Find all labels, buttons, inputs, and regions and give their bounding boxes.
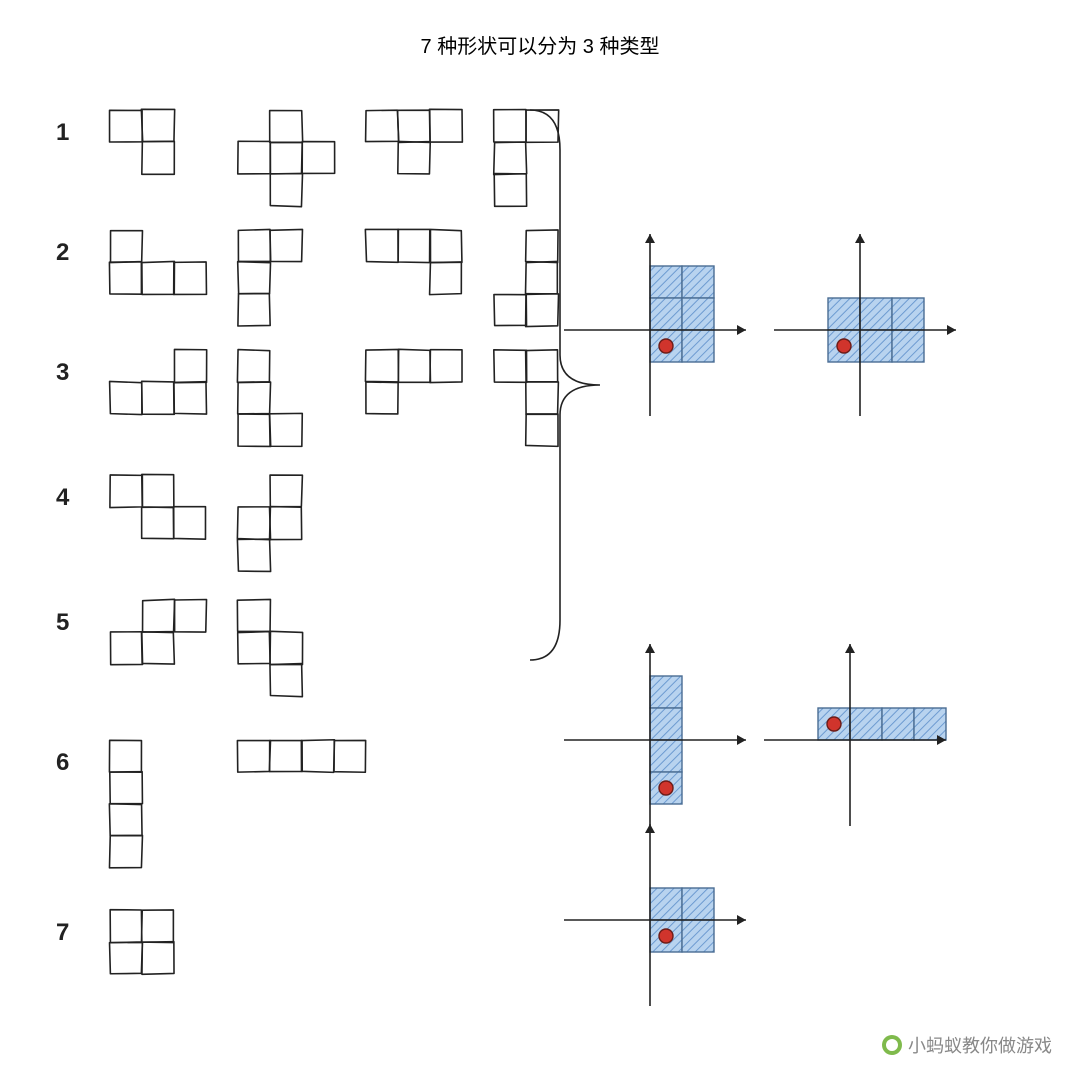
- origin-dot: [659, 339, 673, 353]
- tetromino: [237, 599, 302, 696]
- row-label: 1: [56, 119, 69, 146]
- watermark-text: 小蚂蚁教你做游戏: [908, 1032, 1052, 1058]
- diagram-canvas: 1 2 3 4 5 6 7: [0, 0, 1080, 1080]
- tetromino: [110, 474, 206, 539]
- tetromino: [237, 475, 302, 571]
- tetromino: [365, 229, 462, 294]
- axis-panel: [764, 644, 946, 826]
- tetromino: [109, 740, 142, 867]
- axis-panel: [564, 234, 746, 416]
- wechat-icon: [882, 1035, 902, 1055]
- row-label: 5: [56, 609, 69, 636]
- origin-dot: [827, 717, 841, 731]
- row-label: 3: [56, 359, 69, 386]
- row-label: 6: [56, 749, 69, 776]
- tetromino: [238, 111, 335, 207]
- tetromino: [110, 910, 174, 975]
- tetromino: [238, 229, 303, 326]
- watermark: 小蚂蚁教你做游戏: [882, 1032, 1052, 1058]
- origin-dot: [659, 929, 673, 943]
- tetromino: [494, 110, 559, 207]
- page-title: 7 种形状可以分为 3 种类型: [0, 30, 1080, 59]
- tetromino: [110, 109, 175, 174]
- tetromino: [110, 349, 207, 414]
- origin-dot: [837, 339, 851, 353]
- axis-panel: [564, 824, 746, 1006]
- tetromino: [237, 740, 365, 773]
- axis-panel: [564, 644, 746, 826]
- tetromino: [366, 109, 463, 174]
- curly-brace: [530, 110, 600, 660]
- axis-panel: [774, 234, 956, 416]
- origin-dot: [659, 781, 673, 795]
- tetromino: [494, 230, 559, 327]
- row-label: 7: [56, 919, 69, 946]
- row-label: 2: [56, 239, 69, 266]
- tetromino: [109, 231, 206, 295]
- tetromino: [494, 350, 559, 447]
- row-label: 4: [56, 484, 70, 511]
- tetromino: [365, 349, 462, 414]
- tetromino: [110, 599, 206, 664]
- tetromino: [237, 350, 302, 447]
